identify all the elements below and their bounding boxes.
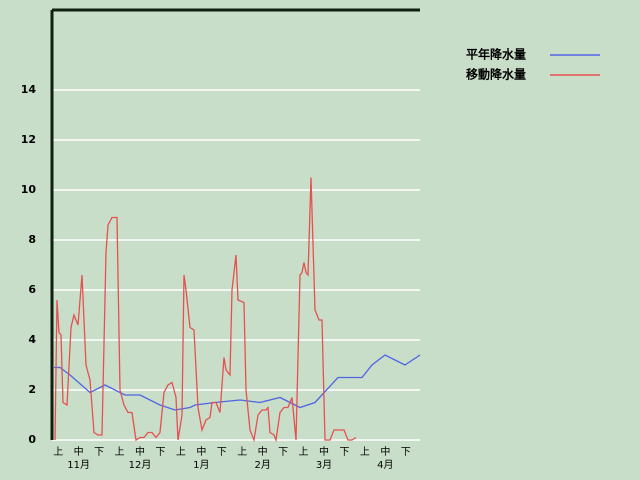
x-tick-label: 中 <box>196 445 206 458</box>
x-tick-label: 上 <box>115 446 125 458</box>
x-tick-label: 下 <box>401 447 411 458</box>
y-tick-label: 0 <box>28 433 36 446</box>
month-label: 1月 <box>193 459 209 471</box>
x-tick-label: 上 <box>176 446 186 458</box>
x-tick-label: 下 <box>217 447 227 458</box>
legend-label: 移動降水量 <box>466 67 526 82</box>
month-label: 4月 <box>377 459 393 471</box>
x-tick-label: 中 <box>258 445 268 458</box>
x-tick-label: 上 <box>360 446 370 458</box>
month-label: 2月 <box>254 459 270 471</box>
x-tick-label: 上 <box>53 446 63 458</box>
x-tick-label: 中 <box>135 445 145 458</box>
y-tick-label: 2 <box>28 383 36 396</box>
x-tick-label: 下 <box>94 447 104 458</box>
y-tick-label: 6 <box>28 283 36 296</box>
y-tick-label: 10 <box>21 183 37 196</box>
month-label: 11月 <box>67 459 90 471</box>
x-tick-label: 上 <box>299 446 309 458</box>
x-tick-label: 下 <box>339 447 349 458</box>
y-tick-label: 8 <box>28 233 36 246</box>
series-line <box>54 177 357 443</box>
x-tick-label: 中 <box>319 445 329 458</box>
x-tick-label: 中 <box>74 445 84 458</box>
y-tick-label: 4 <box>28 333 36 346</box>
x-tick-label: 下 <box>155 447 165 458</box>
month-label: 12月 <box>129 459 152 471</box>
x-tick-label: 中 <box>380 445 390 458</box>
month-label: 3月 <box>316 459 332 471</box>
x-tick-label: 上 <box>237 446 247 458</box>
x-tick-label: 下 <box>278 447 288 458</box>
y-tick-label: 12 <box>21 133 36 146</box>
y-tick-label: 14 <box>21 83 37 96</box>
legend-label: 平年降水量 <box>466 47 526 62</box>
